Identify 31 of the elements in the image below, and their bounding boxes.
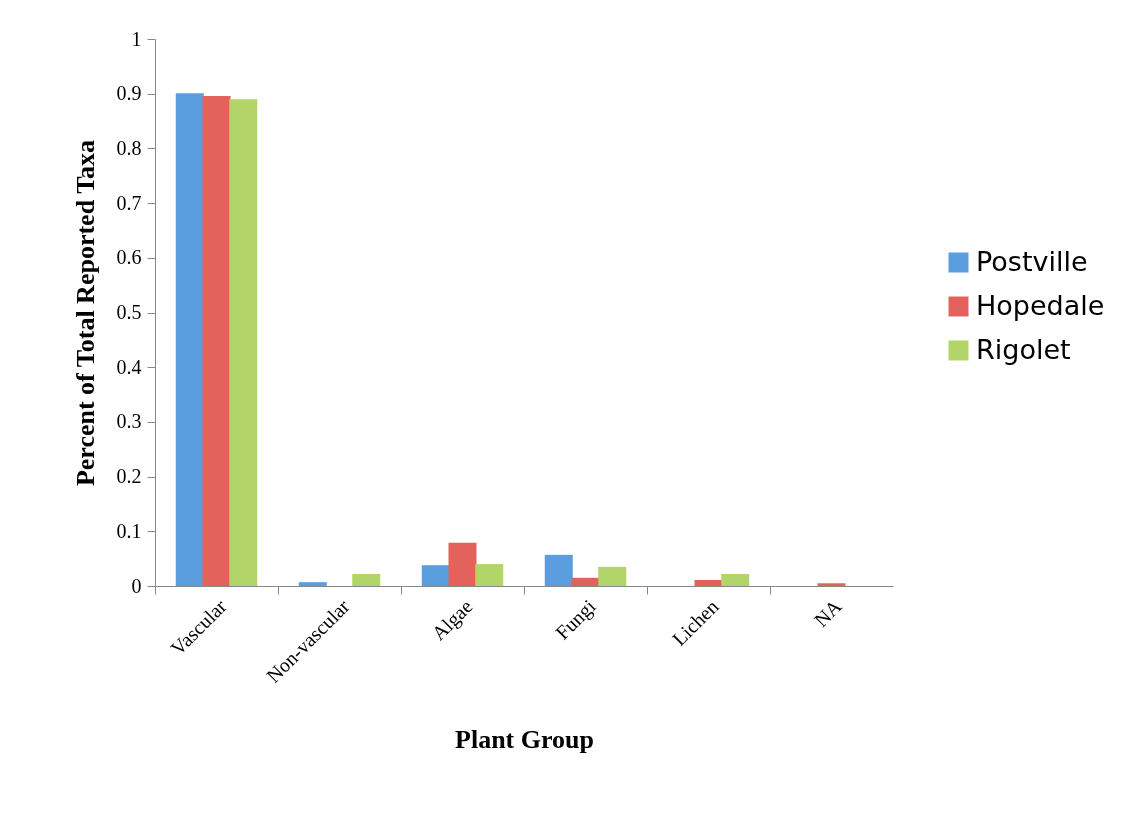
y-tick-label: 0.2 bbox=[116, 465, 142, 488]
x-axis-title: Plant Group bbox=[455, 724, 594, 754]
y-tick-label: 0.1 bbox=[116, 519, 142, 542]
bar bbox=[352, 573, 381, 586]
y-tick-label: 0.6 bbox=[116, 246, 142, 269]
y-tick-label: 0.7 bbox=[116, 191, 142, 214]
y-tick-label: 0.9 bbox=[116, 82, 142, 105]
legend-label: Postville bbox=[976, 245, 1088, 277]
bar bbox=[475, 564, 504, 586]
bar bbox=[421, 565, 450, 586]
y-tick-label: 0.8 bbox=[116, 136, 142, 159]
bar bbox=[817, 583, 846, 586]
y-tick-label: 0 bbox=[131, 574, 142, 597]
bar bbox=[598, 566, 627, 586]
y-tick-label: 0.4 bbox=[116, 355, 142, 378]
y-tick-label: 0.3 bbox=[116, 410, 142, 433]
legend-label: Hopedale bbox=[976, 289, 1105, 321]
y-axis-title: Percent of Total Reported Taxa bbox=[70, 139, 100, 487]
bar bbox=[721, 573, 750, 586]
bar bbox=[544, 554, 573, 586]
bar bbox=[694, 579, 723, 586]
bar bbox=[571, 577, 600, 586]
bar bbox=[229, 99, 258, 586]
bar bbox=[175, 93, 204, 586]
legend-label: Rigolet bbox=[976, 333, 1071, 365]
x-tick-label: NA bbox=[809, 594, 847, 632]
bar bbox=[202, 95, 231, 586]
y-tick-label: 1 bbox=[131, 27, 142, 50]
bar bbox=[298, 582, 327, 586]
bar bbox=[448, 542, 477, 586]
y-tick-label: 0.5 bbox=[116, 301, 142, 323]
